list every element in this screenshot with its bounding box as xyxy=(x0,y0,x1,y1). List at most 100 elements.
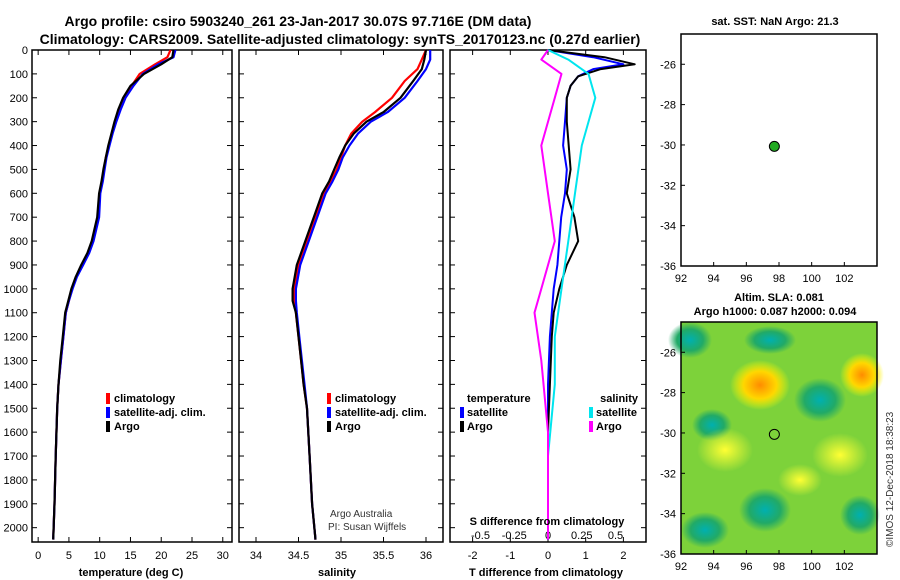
x-tick-label: 102 xyxy=(835,561,853,573)
difference-legend: temperature salinity satellite Argo sate… xyxy=(460,393,639,528)
x-tick-label: 0 xyxy=(545,550,551,562)
title-line-2: Climatology: CARS2009. Satellite-adjuste… xyxy=(40,31,641,47)
legend-label-argo: Argo xyxy=(335,421,361,433)
legend-label-t-argo: Argo xyxy=(467,421,493,433)
sla-high-2 xyxy=(840,353,884,397)
sla-low-7 xyxy=(840,495,880,535)
x-tick-label: 5 xyxy=(66,550,72,562)
y-tick-label: 1100 xyxy=(4,308,28,320)
legend-label-climatology: climatology xyxy=(114,393,176,405)
y-tick-label: -36 xyxy=(660,549,676,561)
y-tick-label: 1000 xyxy=(4,284,28,296)
x-tick-label: 96 xyxy=(740,273,752,285)
argo-position-marker xyxy=(768,140,780,152)
legend-swatch-s-satellite xyxy=(589,407,593,418)
legend-swatch-satellite xyxy=(327,407,331,418)
sst-map: 92 94 96 98 100 102 -26 -28 -30 -32 -34 -36 xyxy=(660,59,853,285)
y-tick-label: 400 xyxy=(10,141,28,153)
temperature-panel xyxy=(31,49,233,543)
y-tick-label: -32 xyxy=(660,180,676,192)
sla-low-6 xyxy=(681,512,729,548)
x-tick-label: 0 xyxy=(35,550,41,562)
legend-label-climatology: climatology xyxy=(335,393,397,405)
y-tick-label: 0 xyxy=(22,45,28,57)
y-tick-label: 1500 xyxy=(4,403,28,415)
y-tick-label: -28 xyxy=(660,388,676,400)
legend-label-satellite: satellite-adj. clim. xyxy=(335,407,427,419)
sla-high-3 xyxy=(697,428,753,472)
sla-high-1 xyxy=(730,360,790,410)
series-t-satellite xyxy=(547,49,625,540)
legend-swatch-argo xyxy=(106,421,110,432)
sla-map: 92 94 96 98 100 102 -26 -28 -30 -32 -34 -36 xyxy=(660,347,853,573)
y-tick-label: 700 xyxy=(10,212,28,224)
sla-heatmap xyxy=(668,321,884,555)
argo-credit-line-2: PI: Susan Wijffels xyxy=(328,522,406,533)
salinity-legend: climatology satellite-adj. clim. Argo Ar… xyxy=(327,393,427,533)
y-tick-label: -30 xyxy=(660,428,676,440)
salinity-x-label: salinity xyxy=(318,567,357,579)
y-tick-label: 1700 xyxy=(4,451,28,463)
legend-swatch-s-argo xyxy=(589,421,593,432)
x-tick-label: 35.5 xyxy=(373,550,394,562)
y-tick-label: 1300 xyxy=(4,355,28,367)
legend-title-salinity: salinity xyxy=(600,393,639,405)
x-tick-label: -2 xyxy=(468,550,478,562)
x-tick-label: 96 xyxy=(740,561,752,573)
sla-map-title: Altim. SLA: 0.081 xyxy=(734,292,824,304)
x-tick-label: 92 xyxy=(675,273,687,285)
legend-label-argo: Argo xyxy=(114,421,140,433)
x-tick-label: 15 xyxy=(124,550,136,562)
difference-x-label: T difference from climatology xyxy=(469,567,624,579)
x-tick-label: 10 xyxy=(94,550,106,562)
x-tick-label: 98 xyxy=(773,561,785,573)
y-tick-label: 1600 xyxy=(4,427,28,439)
s-tick-label: 0.5 xyxy=(608,530,623,542)
y-tick-label: 2000 xyxy=(4,523,28,535)
x-tick-label: 34 xyxy=(250,550,262,562)
x-tick-label: 92 xyxy=(675,561,687,573)
x-tick-label: 34.5 xyxy=(288,550,309,562)
title-line-1: Argo profile: csiro 5903240_261 23-Jan-2… xyxy=(65,13,532,29)
y-tick-label: -32 xyxy=(660,468,676,480)
legend-label-t-satellite: satellite xyxy=(467,407,508,419)
series-climatology xyxy=(293,49,428,540)
temperature-legend: climatology satellite-adj. clim. Argo xyxy=(106,393,206,433)
x-tick-label: 100 xyxy=(802,273,820,285)
series-s-argo xyxy=(533,49,563,540)
sla-high-5 xyxy=(778,464,822,496)
difference-plot: -2 -1 0 1 2-0.5 -0.25 0 0.25 0.5 xyxy=(450,49,646,562)
legend-label-satellite: satellite-adj. clim. xyxy=(114,407,206,419)
y-tick-label: -36 xyxy=(660,261,676,273)
y-tick-label: -28 xyxy=(660,100,676,112)
x-tick-label: 1 xyxy=(583,550,589,562)
salinity-panel xyxy=(238,49,444,543)
legend-swatch-satellite xyxy=(106,407,110,418)
legend-swatch-t-argo xyxy=(460,421,464,432)
x-tick-label: 35 xyxy=(335,550,347,562)
s-difference-label: S difference from climatology xyxy=(470,516,626,528)
sla-low-3 xyxy=(794,378,846,422)
y-tick-label: 600 xyxy=(10,188,28,200)
sst-map-title: sat. SST: NaN Argo: 21.3 xyxy=(711,16,838,28)
y-tick-label: -34 xyxy=(660,509,676,521)
y-tick-label: 500 xyxy=(10,164,28,176)
y-tick-label: 300 xyxy=(10,117,28,129)
series-t-argo xyxy=(547,49,636,540)
y-tick-label: 1900 xyxy=(4,499,28,511)
y-tick-label: 1200 xyxy=(4,332,28,344)
y-tick-label: 100 xyxy=(10,69,28,81)
x-tick-label: 30 xyxy=(217,550,229,562)
x-tick-label: 102 xyxy=(835,273,853,285)
y-tick-label: 200 xyxy=(10,93,28,105)
x-tick-label: 100 xyxy=(802,561,820,573)
temperature-x-label: temperature (deg C) xyxy=(79,567,184,579)
sla-low-4 xyxy=(744,326,796,354)
sla-map-subtitle: Argo h1000: 0.087 h2000: 0.094 xyxy=(694,306,858,318)
series-s-satellite xyxy=(547,49,597,540)
y-tick-label: -34 xyxy=(660,221,676,233)
x-tick-label: -1 xyxy=(505,550,515,562)
legend-swatch-climatology xyxy=(327,393,331,404)
x-tick-label: 20 xyxy=(155,550,167,562)
